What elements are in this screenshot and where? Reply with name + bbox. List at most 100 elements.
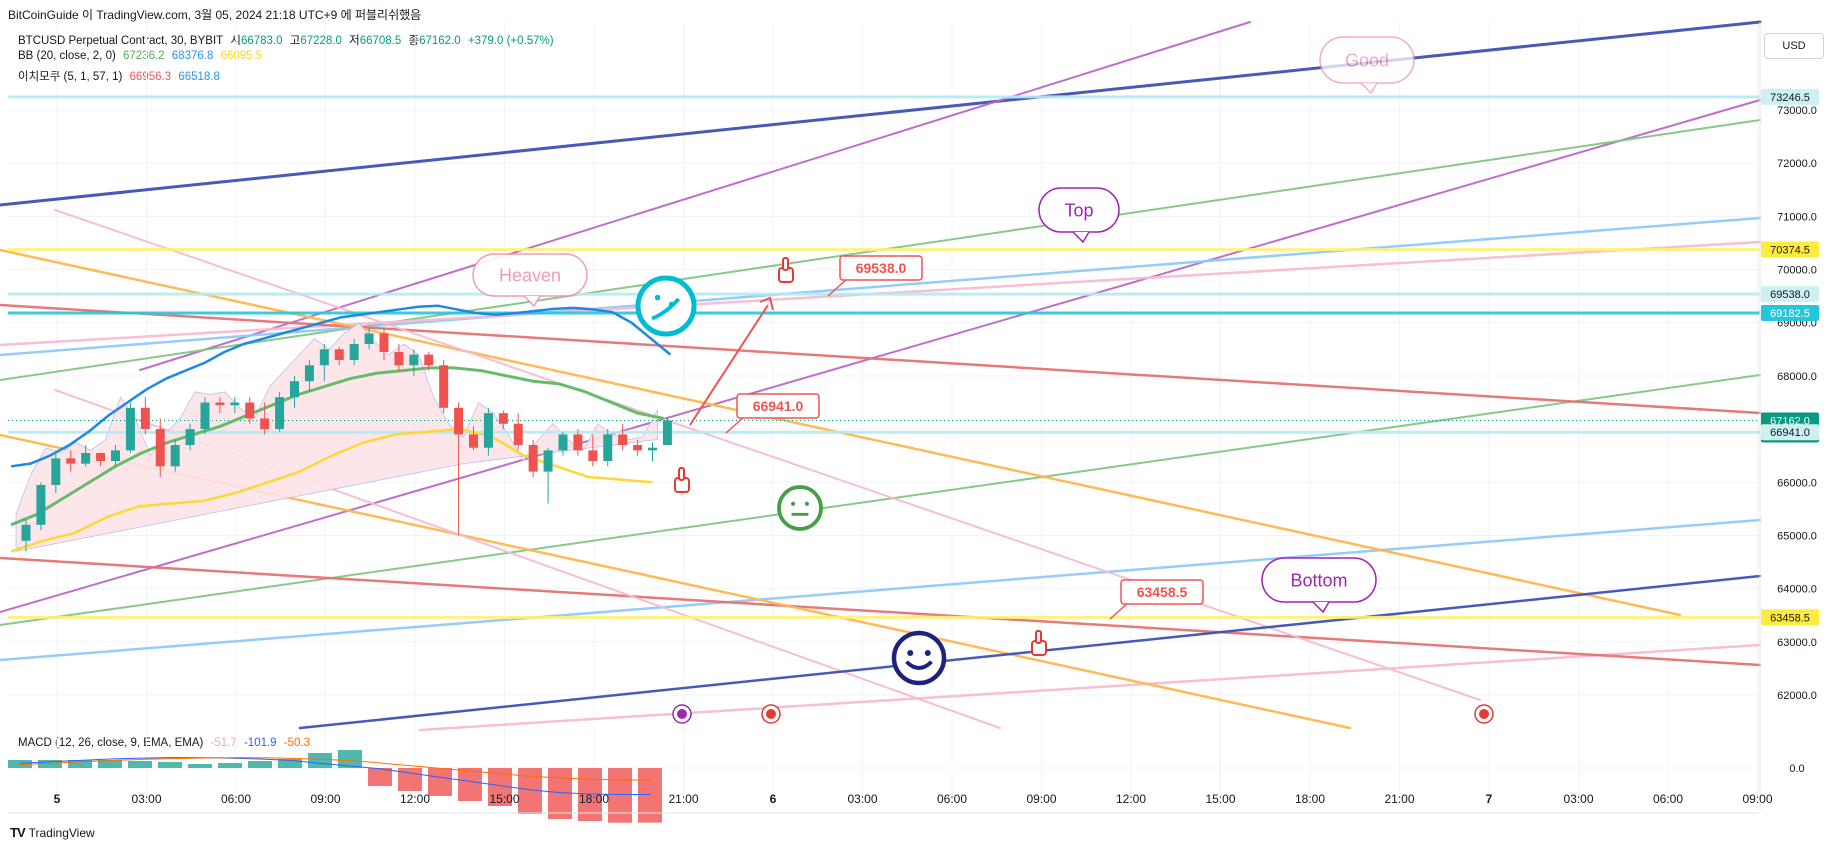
macd-histogram-bar [68, 760, 92, 768]
candle [662, 416, 672, 446]
price-tick-label: 64000.0 [1777, 584, 1817, 596]
macd-histogram-bar [578, 768, 602, 821]
bubble-tail [1360, 82, 1378, 95]
candle [200, 397, 210, 435]
face-outline [777, 485, 823, 531]
macd-histogram-bar [218, 763, 242, 768]
candle-body [185, 429, 195, 446]
candle-body [603, 434, 613, 461]
close-label: 종 [408, 35, 420, 47]
candle-body [469, 434, 478, 448]
macd-histogram-bar [128, 761, 152, 768]
callout-box [736, 393, 820, 419]
candle [125, 402, 135, 454]
candle-body [662, 420, 672, 446]
event-marker-ring [761, 704, 781, 724]
high-value: 67228.0 [300, 35, 342, 47]
tradingview-footer[interactable]: TV TradingView [10, 825, 95, 840]
candle-body [483, 413, 493, 448]
face-outline [635, 275, 697, 337]
low-value: 66708.5 [359, 35, 402, 47]
indicator-lines [10, 304, 672, 553]
time-tick-label: 03:00 [847, 792, 877, 806]
candle [648, 442, 657, 461]
event-marker-dot [766, 709, 776, 719]
macd-value: -101.9 [243, 737, 277, 749]
price-tag-label: 67162.0 [1770, 415, 1810, 427]
face-eye [804, 501, 810, 506]
callout-text: 69538.0 [856, 260, 907, 276]
price-tag: 63458.5 [1761, 609, 1819, 626]
time-tick-label: 06:00 [1653, 792, 1683, 806]
price-tick-label: 73000.0 [1777, 105, 1817, 117]
face-mouth [905, 660, 933, 670]
price-tag-bg [1761, 305, 1819, 322]
pointing-hand-icon [778, 257, 794, 283]
time-tick-label: 15:00 [1205, 792, 1235, 806]
bb-label: BB (20, close, 2, 0) [18, 50, 116, 62]
candle [304, 359, 314, 392]
time-tick-label: 21:00 [668, 792, 698, 806]
candle-body [21, 524, 31, 541]
callout-text: 66941.0 [753, 398, 804, 414]
price-tag-label: 70374.5 [1770, 245, 1810, 257]
candle [51, 450, 61, 493]
price-tick-label: 68000.0 [1777, 371, 1817, 383]
smirk-face-icon [635, 275, 697, 337]
price-tick-label: 71000.0 [1777, 211, 1817, 223]
us-flag-event-icon [761, 704, 781, 724]
price-tag-label: 63458.5 [1770, 612, 1810, 624]
candle [573, 429, 583, 456]
hand-finger [678, 467, 685, 481]
macd-histogram-bar [158, 762, 182, 768]
candle-body [81, 453, 91, 464]
trend-line [0, 433, 1352, 730]
candle-body [409, 354, 419, 366]
currency-button[interactable]: USD [1764, 33, 1824, 59]
event-marker-dot [1479, 709, 1489, 719]
price-tag-label: 66941.0 [1770, 427, 1810, 439]
trend-line [139, 21, 1251, 371]
change-value: +379.0 (+0.57%) [467, 35, 554, 47]
candle [498, 410, 508, 430]
callout-pointer [827, 277, 849, 297]
candle [543, 447, 553, 504]
macd-legend[interactable]: MACD (12, 26, close, 9, EMA, EMA) -51.7 … [18, 737, 314, 749]
candle-body [304, 365, 314, 382]
price-tick-label: 63000.0 [1777, 637, 1817, 649]
price-tag-bg [1761, 424, 1819, 441]
candle-body [140, 407, 150, 430]
macd-histogram-bar [308, 753, 332, 768]
arrow [689, 296, 774, 426]
event-marker-ring [1474, 704, 1494, 724]
ichimoku-label: 이치모쿠 (5, 1, 57, 1) [18, 71, 123, 83]
trend-line [0, 518, 1762, 662]
candle [454, 402, 464, 536]
price-axis: 62000.0 63000.0 64000.0 65000.0 66000.0 67000… [1759, 22, 1819, 810]
price-tag-bg [1761, 88, 1819, 105]
price-tag-label: 69538.0 [1770, 289, 1810, 301]
bubble-tail [1072, 231, 1090, 244]
price-callout: 69538.0 [827, 255, 923, 297]
candle-body [439, 365, 449, 408]
price-tick-label: 67000.0 [1777, 424, 1817, 436]
candle-body [230, 402, 240, 406]
price-tick-label: 69000.0 [1777, 318, 1817, 330]
macd-histogram-bar [608, 768, 632, 823]
open-value: 66783.0 [240, 35, 283, 47]
bb-legend[interactable]: BB (20, close, 2, 0) 67236.2 68376.8 660… [18, 50, 266, 62]
candle-body [528, 445, 538, 472]
ichimoku-legend[interactable]: 이치모쿠 (5, 1, 57, 1) 66956.3 66518.8 [18, 68, 224, 84]
price-tag: 70374.5 [1761, 241, 1819, 258]
price-tag-bg [1761, 412, 1819, 443]
price-tick-label: 65000.0 [1777, 530, 1817, 542]
time-tick-label: 15:00 [489, 792, 519, 806]
candle [439, 359, 449, 414]
symbol-legend[interactable]: BTCUSD Perpetual Contract, 30, BYBIT 시66… [18, 32, 562, 48]
speech-bubble: Good [1319, 36, 1415, 95]
price-tag-label: 73246.5 [1770, 92, 1810, 104]
candle-body [319, 349, 329, 366]
candle-body [111, 450, 120, 461]
candle [394, 344, 404, 371]
